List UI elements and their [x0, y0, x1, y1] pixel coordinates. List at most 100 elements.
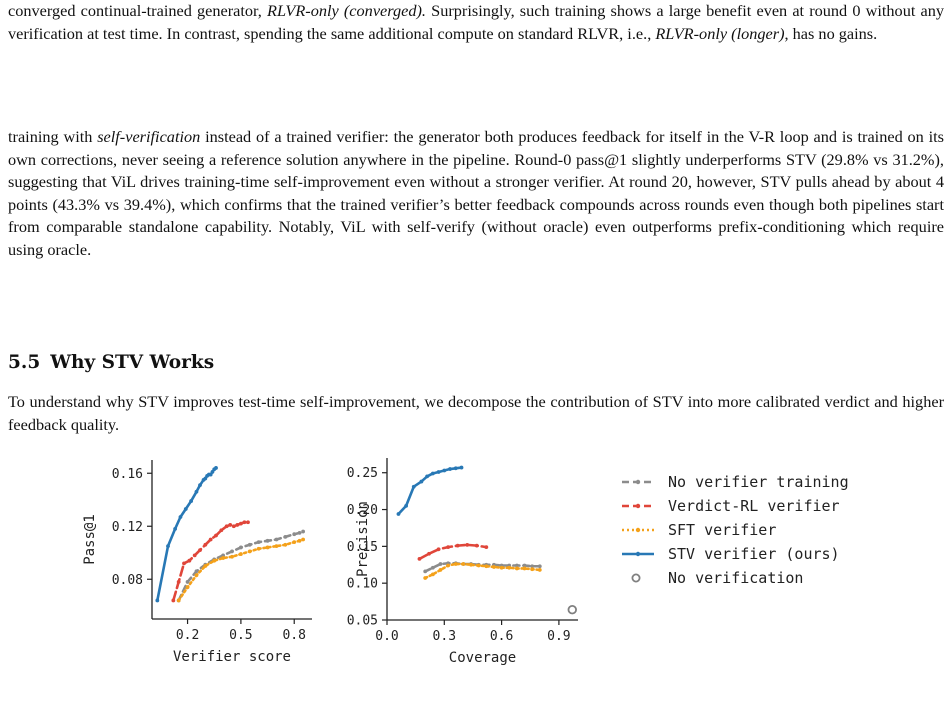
data-point	[436, 470, 441, 474]
data-point	[436, 547, 441, 552]
series-line	[177, 538, 305, 602]
legend-item-verdict-rl-verifier: Verdict-RL verifier	[622, 497, 840, 515]
data-point	[247, 549, 252, 554]
series-line	[177, 530, 305, 602]
data-point	[492, 565, 496, 569]
y-tick-label: 0.12	[112, 520, 143, 535]
data-point	[230, 554, 234, 559]
data-point	[274, 544, 279, 549]
data-point	[192, 553, 197, 558]
data-point	[198, 483, 202, 488]
data-point	[219, 528, 224, 533]
data-point	[499, 565, 504, 570]
data-point	[301, 529, 306, 534]
data-point	[198, 548, 202, 552]
data-point	[474, 543, 479, 548]
data-point	[476, 563, 481, 568]
emphasis-run: RLVR-only (longer)	[655, 23, 785, 43]
data-point	[297, 530, 302, 535]
text-run: training with	[8, 127, 98, 146]
data-point	[469, 562, 473, 567]
data-point	[292, 532, 297, 537]
legend-label: Verdict-RL verifier	[668, 497, 840, 515]
x-tick-label: 0.0	[375, 629, 398, 644]
data-point	[446, 563, 451, 568]
legend-item-no-verification: No verification	[631, 569, 803, 587]
data-point	[238, 521, 243, 526]
legend-marker	[635, 551, 641, 557]
legend-marker	[635, 527, 641, 533]
data-point	[522, 563, 527, 568]
data-point	[176, 598, 181, 603]
series-no-verifier-training	[176, 529, 306, 603]
y-axis-label: Pass@1	[82, 514, 98, 565]
y-tick-label: 0.20	[347, 503, 378, 518]
legend-marker	[635, 503, 641, 509]
data-point	[208, 537, 213, 542]
series-line	[397, 466, 463, 516]
data-point	[212, 558, 217, 563]
data-point	[567, 604, 577, 615]
data-point	[230, 549, 234, 554]
data-point	[438, 562, 443, 566]
data-point	[411, 484, 416, 489]
data-point	[173, 527, 178, 531]
data-point	[231, 524, 236, 529]
data-point	[194, 573, 199, 578]
data-point	[183, 507, 188, 511]
data-point	[178, 515, 183, 519]
x-tick-label: 0.5	[229, 628, 252, 643]
data-point	[453, 466, 458, 471]
data-point	[194, 489, 199, 494]
data-point	[448, 467, 452, 471]
data-point	[537, 568, 542, 572]
paragraph-3: To understand why STV improves test-time…	[8, 392, 944, 434]
data-point	[171, 598, 176, 603]
legend: No verifier training Verdict-RL verifier S…	[622, 473, 849, 587]
x-tick-label: 0.6	[490, 629, 513, 644]
data-point	[155, 598, 160, 603]
data-point	[265, 538, 270, 543]
data-point	[446, 545, 451, 549]
y-tick-label: 0.15	[347, 540, 378, 555]
data-point	[514, 563, 519, 568]
legend-item-stv-verifier-ours: STV verifier (ours)	[622, 545, 840, 563]
data-point	[182, 561, 186, 566]
data-point	[274, 537, 279, 542]
data-point	[242, 520, 247, 525]
y-tick-label: 0.16	[112, 467, 143, 482]
data-point	[455, 543, 460, 548]
data-point	[417, 556, 422, 561]
data-point	[459, 465, 464, 470]
legend-item-sft-verifier: SFT verifier	[622, 521, 776, 539]
data-point	[537, 564, 542, 569]
legend-label: No verifier training	[668, 473, 849, 491]
data-point	[530, 567, 535, 572]
text-run: instead of a trained verifier: the gener…	[8, 127, 944, 259]
x-tick-label: 0.2	[176, 628, 199, 643]
data-point	[221, 556, 226, 560]
text-run: converged continual-trained generator,	[8, 1, 268, 20]
series-stv-verifier-ours	[155, 466, 218, 603]
data-point	[246, 520, 250, 525]
data-point	[301, 537, 306, 542]
data-point	[238, 545, 243, 550]
data-point	[453, 562, 458, 566]
data-point	[465, 542, 470, 547]
series-verdict-rl-verifier	[417, 542, 489, 561]
data-point	[438, 568, 443, 572]
paragraph-1: converged continual-trained generator, R…	[8, 0, 944, 45]
legend-label: STV verifier (ours)	[668, 545, 840, 563]
legend-marker	[635, 479, 641, 485]
legend-marker	[631, 573, 641, 583]
data-point	[203, 542, 208, 547]
y-tick-label: 0.10	[347, 577, 378, 592]
x-axis-label: Coverage	[449, 650, 516, 666]
data-point	[396, 512, 401, 516]
data-point	[430, 572, 435, 577]
data-point	[423, 569, 428, 574]
data-point	[224, 524, 229, 529]
data-point	[427, 551, 431, 556]
data-point	[442, 468, 447, 473]
series-verdict-rl-verifier	[171, 520, 250, 603]
